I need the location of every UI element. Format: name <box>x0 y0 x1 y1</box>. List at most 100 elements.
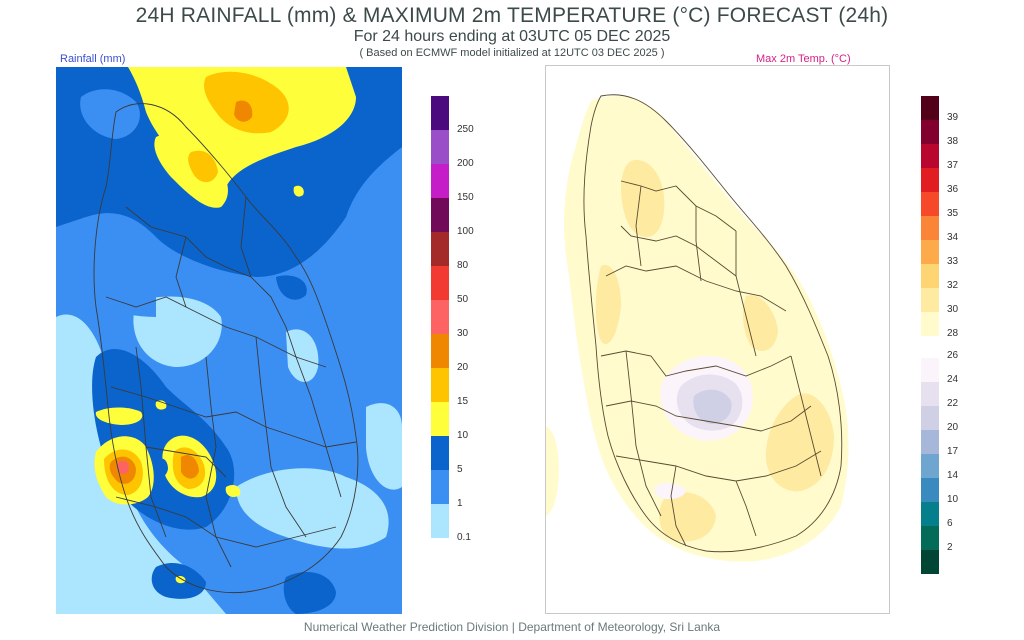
colorbar-tick-label: 10 <box>457 430 469 441</box>
rain-zone-1mm-nw <box>80 89 140 139</box>
coastline <box>93 103 359 594</box>
colorbar-tick-label: 22 <box>947 398 959 409</box>
colorbar-tick-label: 20 <box>947 422 959 433</box>
temp-zone-26-south <box>653 482 686 500</box>
colorbar-segment <box>921 406 939 430</box>
colorbar-tick-label: 80 <box>457 260 469 271</box>
colorbar-tick-label: 2 <box>947 542 953 553</box>
temp-zone-30-north <box>621 160 665 237</box>
rainfall-field <box>56 67 402 614</box>
rain-zone-10mm-se-spot <box>225 484 241 498</box>
colorbar-tick-label: 34 <box>947 232 959 243</box>
colorbar-tick-label: 5 <box>457 464 463 475</box>
colorbar-segment <box>431 164 449 198</box>
colorbar-segment <box>431 504 449 538</box>
rainfall-panel-label: Rainfall (mm) <box>60 53 126 65</box>
model-note: ( Based on ECMWF model initialized at 12… <box>359 47 665 59</box>
colorbar-tick-label: 0.1 <box>457 532 471 543</box>
temperature-map <box>545 65 890 614</box>
colorbar-tick-label: 250 <box>457 124 474 135</box>
chart-title: 24H RAINFALL (mm) & MAXIMUM 2m TEMPERATU… <box>135 4 889 27</box>
colorbar-segment <box>431 368 449 402</box>
rain-zone-5mm-se <box>283 572 336 614</box>
rain-zone-10mm-south-spot <box>175 575 186 584</box>
colorbar-segment <box>431 96 449 130</box>
colorbar-tick-label: 17 <box>947 446 959 457</box>
rain-zone-0.1mm-se <box>236 468 389 549</box>
temp-zone-30-east <box>743 295 778 351</box>
colorbar-segment <box>921 120 939 144</box>
colorbar-tick-label: 30 <box>947 304 959 315</box>
rain-zone-20mm-north <box>234 100 253 122</box>
colorbar-tick-label: 15 <box>457 396 469 407</box>
colorbar-segment <box>921 430 939 454</box>
colorbar-segment <box>921 312 939 336</box>
colorbar-segment <box>921 264 939 288</box>
colorbar-segment <box>431 232 449 266</box>
colorbar-tick-label: 30 <box>457 328 469 339</box>
colorbar-tick-label: 6 <box>947 518 953 529</box>
district-boundaries <box>93 103 359 594</box>
rain-zone-15mm-north-2 <box>188 150 218 183</box>
colorbar-tick-label: 14 <box>947 470 959 481</box>
rain-zone-5mm-sw-hole <box>156 458 168 477</box>
colorbar-segment <box>921 96 939 120</box>
colorbar-tick-label: 20 <box>457 362 469 373</box>
colorbar-segment <box>921 478 939 502</box>
colorbar-segment <box>431 402 449 436</box>
rain-zone-30mm-sw <box>117 460 130 475</box>
colorbar-tick-label: 200 <box>457 158 474 169</box>
colorbar-segment <box>431 436 449 470</box>
colorbar-segment <box>921 192 939 216</box>
colorbar-segment <box>921 168 939 192</box>
rainfall-colorbar: 250 200 150 100 80 50 30 20 15 10 5 1 0.1 <box>431 96 491 543</box>
rain-zone-10mm-north-lobe <box>154 133 228 208</box>
colorbar-tick-label: 50 <box>457 294 469 305</box>
colorbar-segment <box>921 526 939 550</box>
colorbar-segment <box>431 300 449 334</box>
chart-subtitle: For 24 hours ending at 03UTC 05 DEC 2025 <box>353 28 671 45</box>
colorbar-segment <box>431 334 449 368</box>
colorbar-segment <box>431 266 449 300</box>
colorbar-tick-label: 37 <box>947 160 959 171</box>
rain-zone-5mm-ne-spot <box>276 275 307 300</box>
district-boundaries <box>583 94 843 553</box>
colorbar-segment <box>431 470 449 504</box>
colorbar-segment <box>921 382 939 406</box>
colorbar-tick-label: 32 <box>947 280 959 291</box>
colorbar-tick-label: 1 <box>457 498 463 509</box>
colorbar-tick-label: 39 <box>947 112 959 123</box>
colorbar-segment <box>921 288 939 312</box>
colorbar-segment <box>921 550 939 574</box>
colorbar-segment <box>431 198 449 232</box>
rain-zone-10mm-spot <box>293 185 304 197</box>
coastline <box>583 94 843 553</box>
colorbar-segment <box>921 216 939 240</box>
colorbar-segment <box>431 130 449 164</box>
colorbar-segment <box>921 240 939 264</box>
temperature-field <box>546 94 849 562</box>
colorbar-tick-label: 36 <box>947 184 959 195</box>
colorbar-tick-label: 35 <box>947 208 959 219</box>
colorbar-tick-label: 38 <box>947 136 959 147</box>
rain-zone-0.1mm-east <box>286 329 319 382</box>
temp-zone-30-west <box>595 265 621 345</box>
colorbar-tick-label: 150 <box>457 192 474 203</box>
rain-zone-10mm-sw-band <box>95 407 143 425</box>
rain-zone-20mm-sw-east <box>181 454 199 479</box>
temp-zone-22-highlands <box>693 389 732 424</box>
colorbar-segment <box>921 358 939 382</box>
colorbar-tick-label: 33 <box>947 256 959 267</box>
colorbar-segment <box>921 144 939 168</box>
rain-zone-1mm-mid <box>56 235 156 317</box>
temperature-colorbar: 39 38 37 36 35 34 33 32 30 28 26 24 22 20 17 14 10 6 2 <box>921 96 981 576</box>
rainfall-map <box>56 67 402 614</box>
footer-credit: Numerical Weather Prediction Division | … <box>303 620 721 634</box>
temperature-panel-label: Max 2m Temp. (°C) <box>756 53 851 65</box>
temp-zone-30-se <box>765 393 834 492</box>
colorbar-segment <box>921 454 939 478</box>
colorbar-tick-label: 10 <box>947 494 959 505</box>
colorbar-tick-label: 28 <box>947 328 959 339</box>
colorbar-tick-label: 24 <box>947 374 959 385</box>
temp-zone-30-south <box>659 492 716 542</box>
